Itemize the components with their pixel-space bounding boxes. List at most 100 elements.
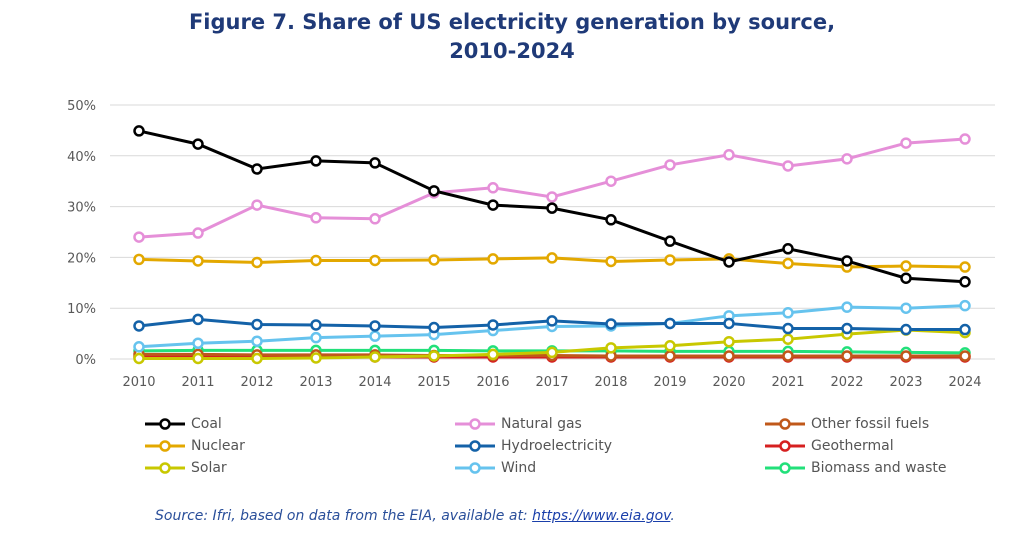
legend-label: Other fossil fuels — [811, 416, 930, 432]
x-tick-label: 2015 — [417, 375, 450, 390]
data-point — [841, 255, 853, 267]
data-point — [487, 199, 499, 211]
data-point — [605, 214, 617, 226]
legend-marker-icon — [765, 462, 805, 474]
source-note: Source: Ifri, based on data from the EIA… — [155, 508, 675, 524]
legend-item: Nuclear — [145, 436, 455, 456]
data-point — [900, 137, 912, 149]
data-point — [133, 320, 145, 332]
x-tick-label: 2011 — [181, 375, 214, 390]
x-tick-label: 2012 — [240, 375, 273, 390]
legend-label: Geothermal — [811, 438, 894, 454]
chart-title: Figure 7. Share of US electricity genera… — [188, 10, 836, 63]
legend-item: Hydroelectricity — [455, 436, 765, 456]
data-point — [251, 335, 263, 347]
data-point — [192, 227, 204, 239]
data-point — [782, 333, 794, 345]
data-point — [841, 153, 853, 165]
data-point — [369, 320, 381, 332]
data-point — [782, 243, 794, 255]
legend-item: Geothermal — [765, 436, 965, 456]
data-point — [723, 350, 735, 362]
source-link[interactable]: https://www.eia.gov — [532, 508, 671, 524]
data-point — [192, 255, 204, 267]
x-tick-label: 2020 — [712, 375, 745, 390]
data-point — [487, 253, 499, 265]
data-point — [782, 350, 794, 362]
data-point — [369, 351, 381, 363]
data-point — [310, 155, 322, 167]
data-point — [723, 317, 735, 330]
data-point — [546, 346, 558, 359]
data-point — [664, 235, 676, 247]
data-point — [841, 350, 853, 362]
data-point — [605, 255, 617, 268]
data-point — [664, 159, 676, 171]
legend-marker-icon — [455, 418, 495, 430]
data-point — [664, 350, 676, 362]
legend-label: Coal — [191, 416, 222, 432]
y-tick-label: 30% — [67, 201, 96, 216]
line-chart: 0% 10% 20% 30% 40% 50% 2010 2011 2012 2013 2014 201… — [67, 99, 995, 390]
y-tick-label: 20% — [67, 251, 96, 266]
data-point — [310, 331, 322, 344]
data-point — [133, 231, 145, 243]
data-point — [782, 160, 794, 172]
x-tick-label: 2014 — [358, 375, 391, 390]
x-tick-label: 2024 — [948, 375, 981, 390]
data-point — [723, 335, 735, 348]
x-tick-label: 2016 — [476, 375, 509, 390]
legend-marker-icon — [145, 418, 185, 430]
data-point — [723, 149, 735, 161]
x-tick-label: 2017 — [535, 375, 568, 390]
data-point — [487, 182, 499, 194]
data-point — [782, 322, 794, 335]
legend-marker-icon — [145, 440, 185, 452]
data-point — [959, 276, 971, 288]
legend-label: Nuclear — [191, 438, 245, 454]
data-point — [841, 301, 853, 313]
data-point — [310, 352, 322, 364]
data-point — [251, 163, 263, 175]
legend-marker-icon — [455, 440, 495, 452]
data-point — [369, 213, 381, 225]
legend-label: Biomass and waste — [811, 460, 947, 476]
data-point — [782, 257, 794, 270]
data-point — [251, 256, 263, 269]
data-point — [900, 260, 912, 272]
data-point — [369, 330, 381, 342]
data-point — [192, 313, 204, 326]
data-point — [605, 342, 617, 354]
x-tick-label: 2010 — [122, 375, 155, 390]
data-point — [310, 254, 322, 267]
data-point — [487, 348, 499, 361]
x-tick-label: 2013 — [299, 375, 332, 390]
data-point — [546, 191, 558, 203]
legend-label: Wind — [501, 460, 537, 476]
data-point — [546, 252, 558, 264]
legend-item: Coal — [145, 414, 455, 434]
data-point — [900, 302, 912, 314]
legend-marker-icon — [765, 418, 805, 430]
data-point — [133, 352, 145, 365]
data-point — [133, 253, 145, 266]
legend-item: Natural gas — [455, 414, 765, 434]
data-point — [310, 319, 322, 331]
data-point — [900, 272, 912, 284]
data-point — [664, 254, 676, 266]
x-tick-label: 2023 — [889, 375, 922, 390]
data-point — [428, 321, 440, 334]
data-point — [251, 318, 263, 331]
series-line-natural-gas — [138, 137, 966, 239]
data-point — [251, 352, 263, 365]
data-point — [605, 318, 617, 330]
data-point — [900, 323, 912, 336]
data-point — [310, 212, 322, 224]
data-point — [428, 185, 440, 197]
x-tick-label: 2022 — [830, 375, 863, 390]
legend-marker-icon — [765, 440, 805, 452]
legend-item: Biomass and waste — [765, 458, 965, 478]
x-tick-label: 2021 — [771, 375, 804, 390]
data-point — [841, 322, 853, 335]
data-point — [959, 133, 971, 145]
